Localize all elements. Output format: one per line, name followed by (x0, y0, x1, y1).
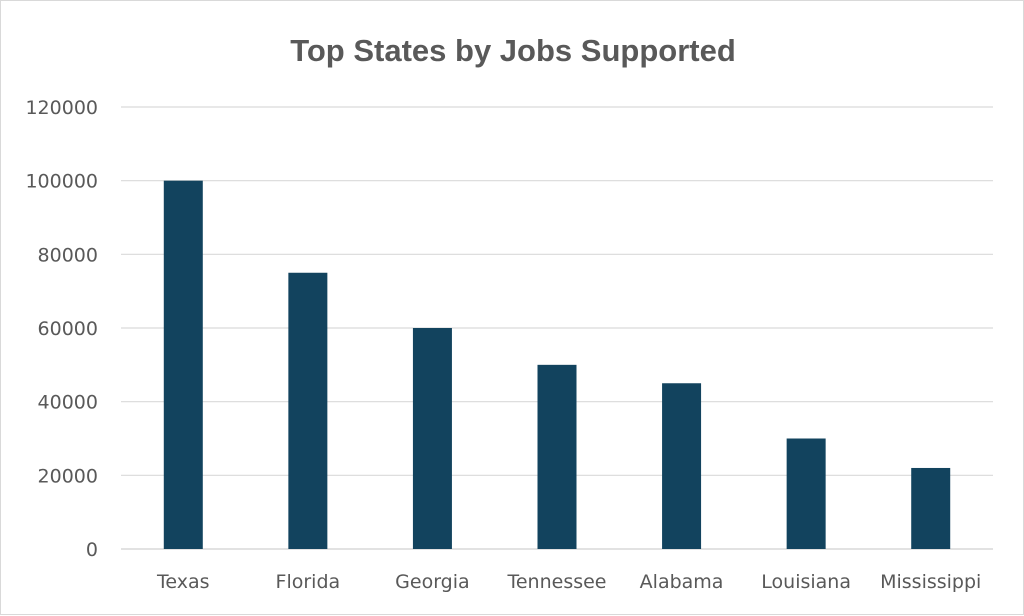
y-tick-label: 100000 (25, 171, 98, 193)
x-tick-label: Alabama (640, 571, 724, 593)
y-tick-label: 20000 (38, 465, 98, 487)
x-tick-label: Mississippi (880, 571, 981, 593)
x-tick-label: Louisiana (761, 571, 851, 593)
chart-title: Top States by Jobs Supported (290, 33, 736, 68)
y-tick-label: 80000 (38, 244, 98, 266)
bars (163, 180, 951, 549)
x-tick-label: Texas (156, 571, 210, 593)
bar-texas (163, 180, 203, 549)
y-tick-label: 0 (86, 539, 98, 561)
y-axis-ticks: 0 20000 40000 60000 80000 100000 120000 (25, 97, 98, 561)
x-tick-label: Tennessee (506, 571, 606, 593)
x-tick-label: Georgia (395, 571, 470, 593)
y-tick-label: 60000 (38, 318, 98, 340)
x-axis-ticks: Texas Florida Georgia Tennessee Alabama Louis… (156, 571, 981, 593)
x-tick-label: Florida (276, 571, 341, 593)
bar-alabama (662, 383, 702, 549)
bar-florida (288, 272, 328, 549)
bar-louisiana (786, 438, 826, 549)
bar-mississippi (911, 467, 951, 549)
y-tick-label: 120000 (25, 97, 98, 119)
bar-georgia (412, 328, 452, 549)
bar-tennessee (537, 364, 577, 549)
y-tick-label: 40000 (38, 392, 98, 414)
